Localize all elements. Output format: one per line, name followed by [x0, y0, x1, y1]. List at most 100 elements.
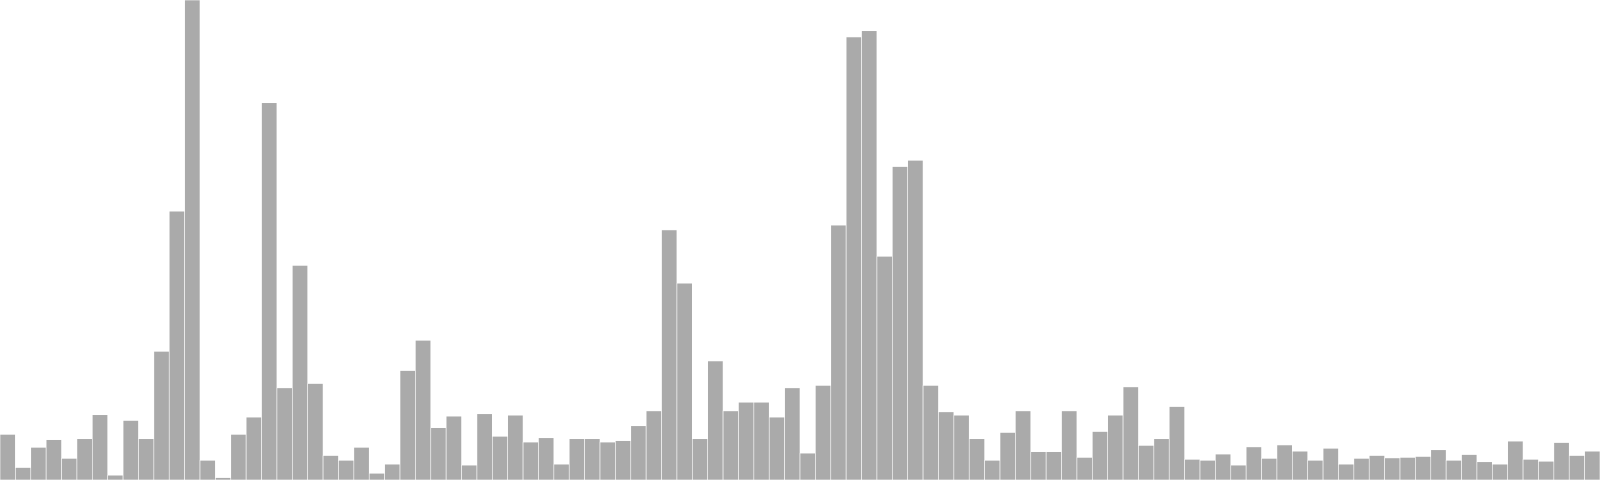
bar-90	[1384, 457, 1401, 480]
bar-25	[384, 463, 401, 480]
bar-74	[1138, 445, 1155, 480]
bar-72	[1107, 414, 1124, 480]
bar-76	[1168, 406, 1185, 480]
bar-64	[984, 460, 1001, 480]
bar-65	[999, 432, 1016, 480]
bar-23	[353, 447, 370, 480]
bar-69	[1061, 410, 1078, 480]
bar-19	[292, 265, 308, 480]
bar-78	[1199, 460, 1216, 480]
bar-91	[1399, 457, 1416, 480]
bar-99	[1522, 459, 1539, 480]
bar-101	[1553, 442, 1570, 480]
bar-2	[30, 447, 47, 480]
bar-81	[1245, 446, 1262, 480]
bar-1	[15, 467, 32, 480]
bar-46	[707, 360, 724, 480]
bar-66	[1015, 410, 1032, 480]
bar-103	[1584, 450, 1600, 480]
bar-83	[1276, 444, 1293, 480]
bar-33	[507, 414, 524, 480]
bar-75	[1153, 438, 1170, 480]
bar-67	[1030, 451, 1047, 480]
bar-20	[307, 383, 324, 480]
bar-36	[553, 463, 570, 480]
bar-38	[584, 438, 601, 480]
bar-44	[676, 282, 693, 480]
bar-4	[61, 458, 78, 480]
bar-15	[230, 434, 247, 480]
bar-26	[399, 370, 416, 480]
bar-48	[738, 401, 755, 480]
bar-73	[1122, 386, 1139, 480]
bar-13	[199, 460, 216, 480]
bar-7	[107, 474, 124, 480]
bar-63	[968, 438, 985, 480]
bar-59	[907, 160, 924, 480]
bar-50	[768, 416, 785, 480]
bar-41	[630, 425, 647, 480]
bar-32	[492, 436, 508, 480]
bar-9	[138, 438, 155, 480]
bar-43	[661, 229, 678, 480]
bar-58	[892, 166, 908, 480]
bar-71	[1092, 431, 1108, 480]
bar-49	[753, 401, 770, 480]
bar-95	[1461, 454, 1478, 480]
bar-93	[1430, 449, 1447, 480]
bar-22	[338, 460, 355, 480]
bar-39	[599, 441, 616, 480]
bar-0	[0, 434, 16, 480]
bar-80	[1230, 464, 1247, 480]
bar-18	[276, 387, 293, 480]
bar-37	[568, 438, 585, 480]
bar-31	[476, 413, 493, 480]
bar-100	[1538, 460, 1555, 480]
bar-52	[799, 452, 816, 480]
bar-96	[1476, 461, 1493, 480]
bar-45	[692, 438, 708, 480]
bar-55	[845, 36, 862, 480]
bar-68	[1045, 451, 1062, 480]
bar-77	[1184, 459, 1201, 480]
bar-85	[1307, 460, 1324, 480]
bar-60	[922, 385, 939, 480]
bar-21	[322, 455, 339, 480]
bar-61	[938, 411, 955, 480]
bar-51	[784, 387, 801, 480]
bar-53	[815, 385, 832, 480]
bar-6	[92, 414, 108, 480]
bar-57	[876, 256, 893, 480]
bar-34	[522, 441, 539, 480]
bar-89	[1368, 455, 1385, 480]
bar-97	[1492, 463, 1508, 480]
bar-102	[1568, 455, 1585, 480]
bar-86	[1322, 448, 1339, 480]
bar-56	[861, 30, 878, 480]
bar-82	[1261, 458, 1278, 480]
bar-70	[1076, 457, 1093, 480]
bar-98	[1507, 440, 1524, 480]
bar-42	[645, 410, 662, 480]
bar-16	[245, 416, 262, 480]
bar-92	[1415, 456, 1432, 480]
bar-27	[415, 340, 432, 480]
bar-17	[261, 102, 278, 480]
bar-10	[153, 351, 170, 480]
bar-84	[1292, 450, 1308, 480]
bar-47	[722, 410, 739, 480]
bar-62	[953, 414, 970, 480]
bar-54	[830, 224, 847, 480]
bar-28	[430, 427, 447, 480]
bar-30	[461, 464, 478, 480]
bar-88	[1353, 458, 1370, 480]
bar-94	[1445, 460, 1462, 480]
bar-8	[122, 420, 139, 480]
bar-12	[184, 0, 201, 480]
bar-29	[445, 415, 462, 480]
bar-24	[368, 472, 385, 480]
bar-35	[538, 437, 555, 480]
